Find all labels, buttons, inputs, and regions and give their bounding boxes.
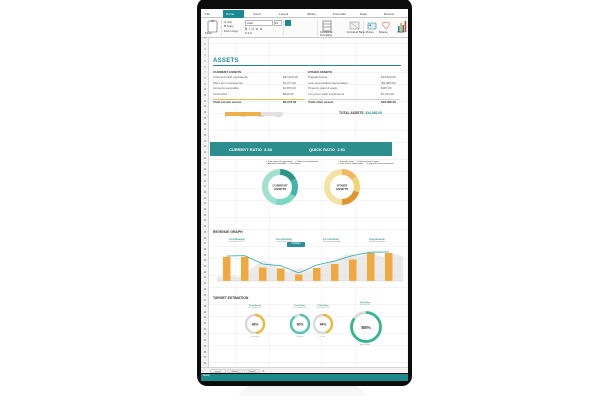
svg-text:90%: 90% bbox=[297, 322, 304, 326]
svg-text:48%: 48% bbox=[252, 322, 259, 326]
svg-text:ASSETS: ASSETS bbox=[274, 187, 286, 191]
svg-text:44%: 44% bbox=[320, 322, 327, 326]
svg-text:ASSETS: ASSETS bbox=[336, 187, 348, 191]
svg-text:85%: 85% bbox=[361, 325, 370, 330]
